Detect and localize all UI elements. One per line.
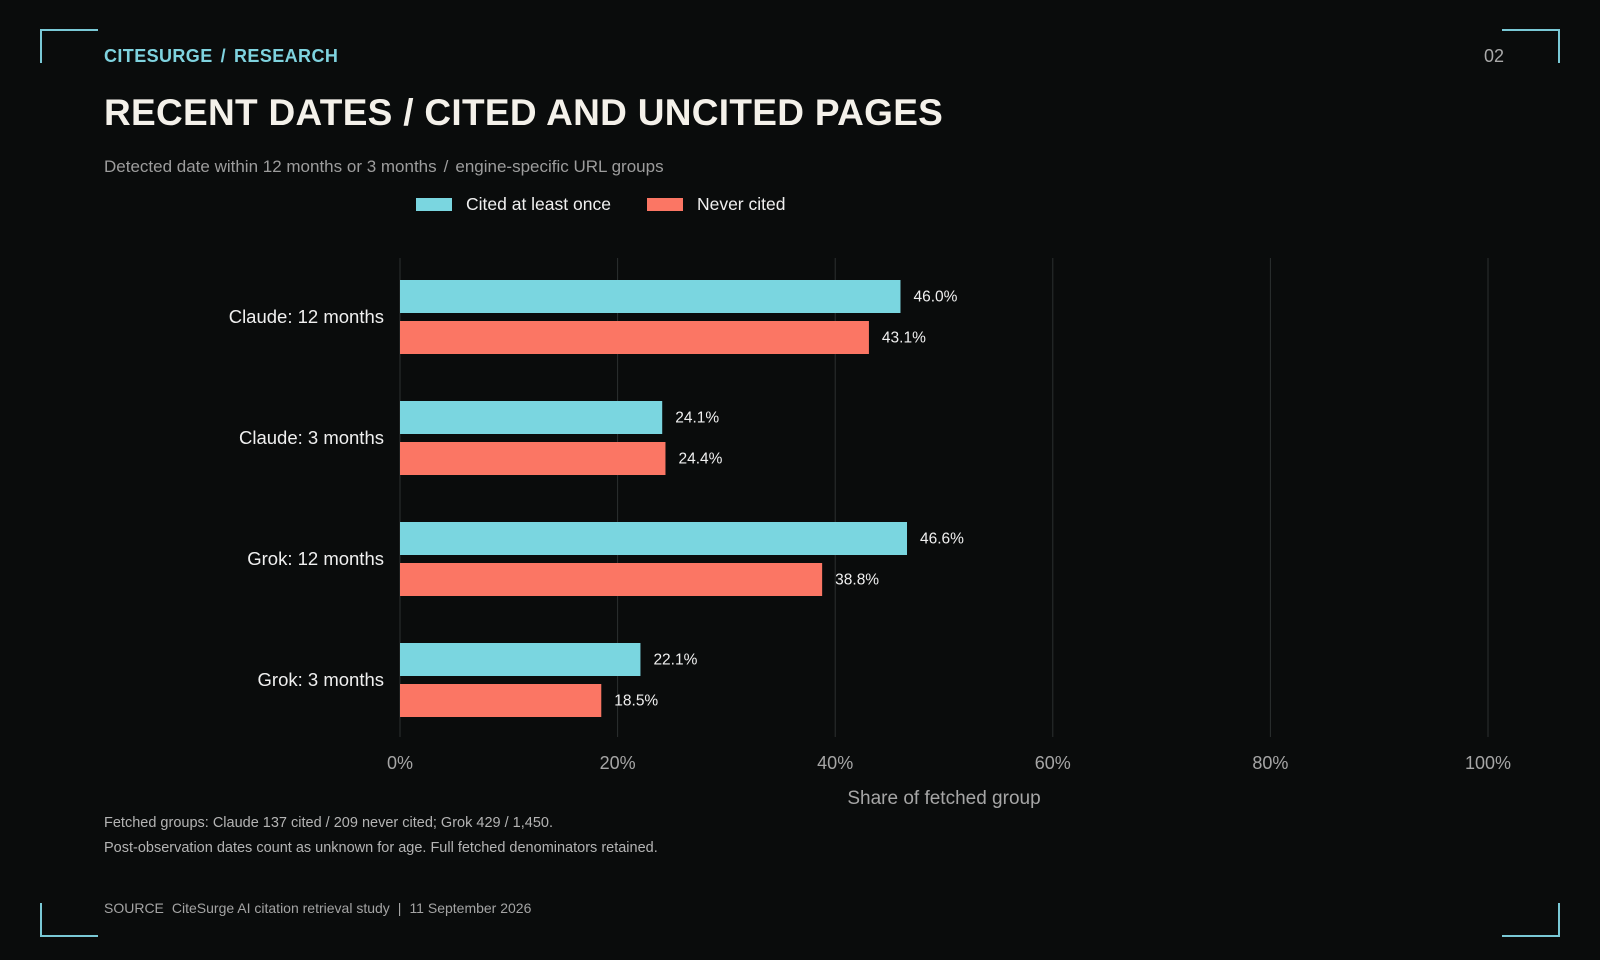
- subtitle-separator: /: [443, 157, 449, 176]
- bar: [400, 401, 663, 434]
- legend-swatch-cited: [416, 198, 452, 211]
- x-axis-title: Share of fetched group: [847, 788, 1040, 809]
- x-tick-label: 40%: [817, 753, 853, 773]
- data-label: 46.6%: [920, 531, 964, 548]
- data-label: 46.0%: [913, 289, 957, 306]
- data-label: 24.1%: [675, 410, 719, 427]
- bar: [400, 684, 602, 717]
- source-date: 11 September 2026: [409, 900, 532, 916]
- legend-item-cited: Cited at least once: [416, 194, 611, 215]
- subtitle-part-b: engine-specific URL groups: [455, 157, 664, 176]
- x-tick-label: 80%: [1252, 753, 1288, 773]
- bar: [400, 522, 908, 555]
- chart-legend: Cited at least once Never cited: [416, 194, 821, 215]
- corner-bracket-bottom-left: [40, 903, 98, 937]
- x-tick-label: 60%: [1035, 753, 1071, 773]
- data-label: 38.8%: [835, 572, 879, 589]
- data-label: 24.4%: [678, 451, 722, 468]
- source-label: SOURCE: [104, 900, 164, 916]
- bar: [400, 321, 869, 354]
- legend-item-never-cited: Never cited: [646, 194, 786, 215]
- corner-bracket-top-left: [40, 29, 98, 63]
- bar: [400, 280, 901, 313]
- bar: [400, 563, 823, 596]
- x-tick-label: 0%: [387, 753, 413, 773]
- page-title: RECENT DATES / CITED AND UNCITED PAGES: [104, 92, 944, 133]
- x-tick-label: 20%: [600, 753, 636, 773]
- note-line-1: Fetched groups: Claude 137 cited / 209 n…: [104, 815, 553, 831]
- breadcrumb: CITESURGE / RESEARCH: [104, 46, 338, 67]
- legend-swatch-never-cited: [646, 198, 683, 211]
- legend-label-never-cited: Never cited: [696, 194, 786, 214]
- source-separator: |: [397, 900, 402, 916]
- breadcrumb-separator: /: [220, 46, 227, 66]
- page-subtitle: Detected date within 12 months or 3 mont…: [104, 157, 664, 177]
- data-label: 43.1%: [882, 330, 926, 347]
- bar: [400, 442, 666, 475]
- source-text: CiteSurge AI citation retrieval study: [171, 900, 390, 916]
- category-label: Grok: 12 months: [247, 548, 384, 569]
- section-name: RESEARCH: [234, 46, 339, 66]
- subtitle-part-a: Detected date within 12 months or 3 mont…: [104, 157, 437, 176]
- data-label: 22.1%: [653, 652, 697, 669]
- bar: [400, 643, 641, 676]
- corner-bracket-top-right: [1502, 29, 1560, 63]
- note-line-2: Post-observation dates count as unknown …: [104, 839, 658, 856]
- category-label: Grok: 3 months: [258, 669, 384, 690]
- page-number: 02: [1483, 46, 1504, 66]
- category-label: Claude: 12 months: [229, 306, 384, 327]
- legend-label-cited: Cited at least once: [466, 194, 611, 214]
- category-label: Claude: 3 months: [239, 427, 384, 448]
- source-footer: SOURCE CiteSurge AI citation retrieval st…: [104, 900, 531, 916]
- data-label: 18.5%: [614, 693, 658, 710]
- x-tick-label: 100%: [1465, 753, 1511, 773]
- chart-notes: Fetched groups: Claude 137 cited / 209 n…: [104, 811, 658, 860]
- corner-bracket-bottom-right: [1502, 903, 1560, 937]
- brand-name: CITESURGE: [104, 46, 213, 66]
